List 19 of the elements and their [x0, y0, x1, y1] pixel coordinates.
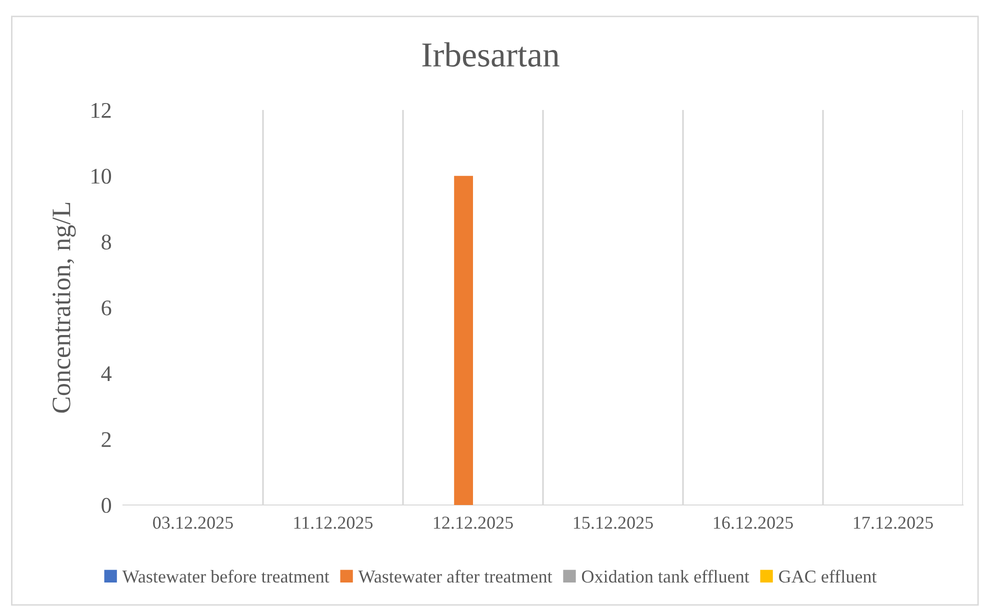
x-tick-label: 12.12.2025	[434, 516, 513, 529]
y-tick-label: 4	[101, 366, 112, 382]
y-tick-label: 2	[102, 432, 111, 447]
legend-label: Oxidation tank effluent	[582, 570, 750, 583]
y-axis-title: Concentration, ng/L	[52, 202, 76, 413]
x-tick-label: 15.12.2025	[574, 516, 653, 529]
x-tick-label: 11.12.2025	[294, 516, 373, 529]
legend-label: Wastewater after treatment	[358, 570, 552, 583]
y-tick-label: 8	[102, 234, 112, 250]
y-tick-label: 0	[102, 498, 112, 513]
y-tick-label: 12	[92, 102, 111, 118]
legend-label: GAC effluent	[779, 570, 877, 583]
chart-title: Irbesartan	[422, 42, 560, 67]
legend-label: Wastewater before treatment	[122, 570, 330, 583]
y-tick-label: 6	[102, 300, 112, 316]
x-tick-label: 16.12.2025	[714, 516, 793, 529]
y-tick-label: 10	[92, 168, 112, 184]
x-tick-label: 17.12.2025	[854, 516, 933, 529]
x-tick-label: 03.12.2025	[153, 516, 233, 529]
